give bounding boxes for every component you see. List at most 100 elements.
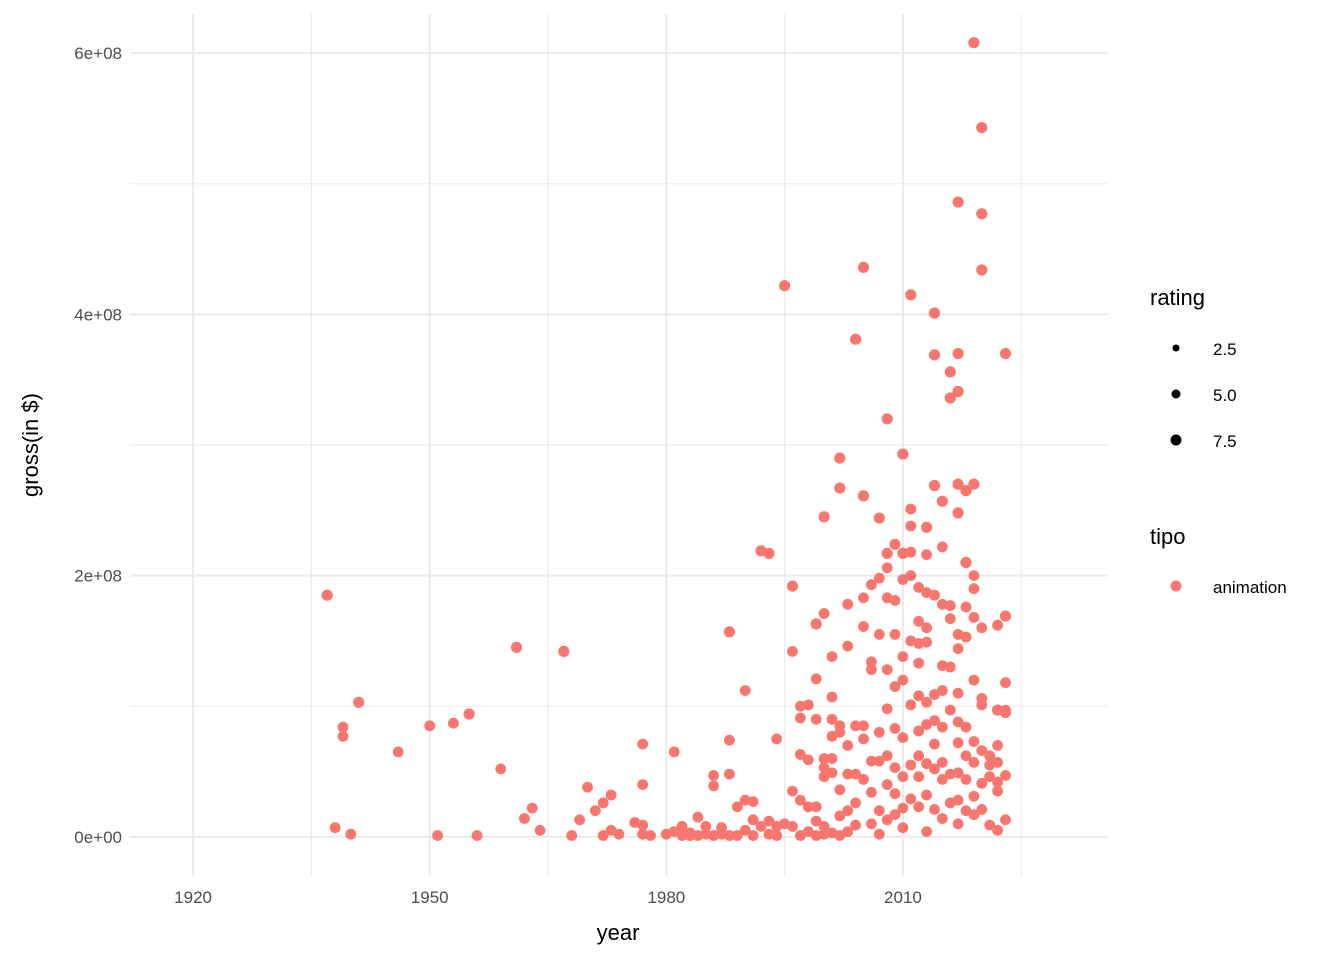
- data-point: [873, 512, 885, 524]
- data-point: [913, 582, 925, 593]
- data-point: [968, 612, 980, 623]
- data-point: [519, 813, 530, 824]
- data-point: [889, 681, 901, 692]
- data-point: [960, 485, 972, 497]
- data-point: [787, 821, 798, 832]
- data-point: [795, 712, 806, 724]
- data-point: [802, 801, 814, 813]
- data-point: [976, 777, 988, 789]
- data-point: [731, 801, 743, 813]
- data-point: [968, 809, 980, 820]
- data-point: [929, 804, 940, 815]
- x-tick-label: 1980: [647, 888, 685, 907]
- data-point: [921, 696, 932, 708]
- data-point: [999, 348, 1012, 360]
- data-point: [613, 828, 625, 840]
- data-point: [605, 789, 617, 801]
- data-point: [763, 815, 775, 827]
- data-point: [905, 520, 917, 532]
- data-point: [913, 725, 925, 737]
- legend-rating-key-3: [1170, 434, 1182, 446]
- data-point: [810, 673, 822, 685]
- data-point: [929, 589, 940, 601]
- data-point: [834, 452, 846, 464]
- data-point: [834, 482, 846, 494]
- data-point: [944, 613, 956, 625]
- data-point: [999, 610, 1012, 622]
- data-point: [952, 767, 964, 779]
- data-point: [889, 788, 901, 800]
- data-point: [984, 819, 996, 831]
- data-point: [968, 583, 980, 595]
- data-point: [897, 771, 909, 783]
- data-point: [889, 762, 901, 773]
- data-point: [976, 745, 988, 756]
- data-point: [858, 774, 869, 785]
- data-point: [952, 818, 964, 830]
- data-point: [739, 824, 751, 836]
- data-point: [913, 750, 925, 762]
- data-point: [818, 511, 830, 523]
- data-point: [976, 699, 988, 711]
- legend-tipo: tipo animation: [1150, 524, 1287, 597]
- data-point: [866, 664, 877, 675]
- data-point: [763, 547, 775, 560]
- x-axis-title: year: [597, 920, 640, 945]
- data-point: [1000, 814, 1011, 826]
- minor-gridlines-x: [310, 14, 1022, 876]
- data-point: [850, 819, 861, 831]
- data-point: [992, 785, 1003, 797]
- data-point: [818, 608, 830, 619]
- data-point: [952, 687, 964, 699]
- data-point: [929, 738, 940, 750]
- data-point: [850, 768, 861, 780]
- data-point: [857, 261, 870, 273]
- data-point: [510, 641, 523, 654]
- legend-rating-key-2: [1171, 389, 1181, 399]
- data-point: [810, 801, 822, 813]
- data-point: [952, 643, 964, 655]
- data-point: [534, 824, 546, 836]
- data-point: [834, 726, 846, 738]
- data-point: [818, 821, 830, 832]
- data-point: [739, 685, 751, 696]
- legend-rating-label-2: 5.0: [1213, 386, 1237, 405]
- data-point: [842, 768, 854, 780]
- data-point: [952, 507, 964, 519]
- data-point: [960, 631, 972, 643]
- data-point: [968, 790, 980, 802]
- data-point: [936, 495, 949, 507]
- data-point: [897, 822, 909, 834]
- data-point: [345, 828, 357, 840]
- data-point: [842, 740, 854, 751]
- data-point: [1000, 707, 1011, 719]
- data-point: [928, 479, 941, 492]
- data-point: [873, 726, 885, 738]
- data-point: [645, 830, 656, 841]
- data-point: [858, 733, 869, 745]
- data-point: [771, 733, 783, 745]
- data-point: [889, 723, 901, 734]
- data-point: [905, 546, 917, 558]
- data-point: [495, 763, 507, 775]
- data-point: [779, 280, 791, 292]
- data-point: [992, 824, 1003, 836]
- data-point: [881, 750, 893, 762]
- data-point: [913, 771, 925, 783]
- legend-rating-key-1: [1172, 344, 1180, 352]
- data-point: [952, 478, 964, 490]
- data-point: [921, 826, 932, 837]
- data-point: [574, 814, 585, 826]
- data-point: [810, 713, 822, 725]
- data-point: [944, 392, 956, 404]
- data-point: [850, 333, 862, 345]
- data-point: [818, 762, 830, 773]
- data-point: [866, 755, 877, 767]
- data-point: [692, 811, 704, 823]
- data-point: [724, 830, 735, 841]
- y-tick-label: 6e+08: [74, 44, 122, 63]
- data-point: [1000, 677, 1011, 689]
- data-point: [881, 703, 893, 715]
- data-point: [937, 541, 948, 553]
- data-point: [597, 830, 609, 841]
